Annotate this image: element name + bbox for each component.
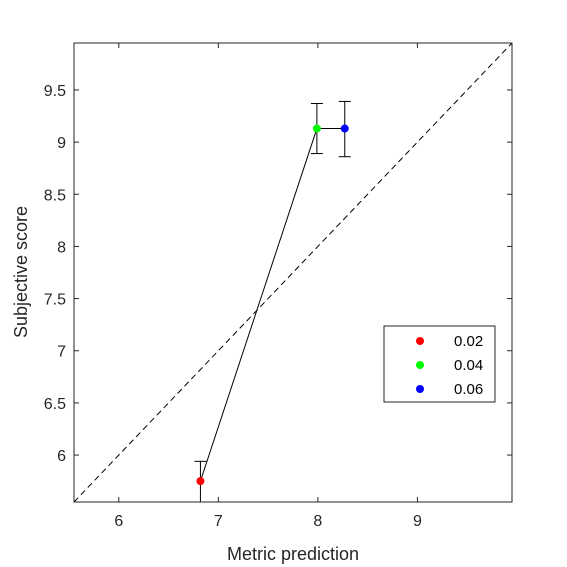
x-axis-ticks: 6 7 8 9 [114,43,422,530]
y-tick-label: 9.5 [44,83,66,100]
y-tick-label: 7 [57,344,66,361]
plot-area-frame [73,42,513,503]
data-point-layer [196,124,349,486]
data-point [196,477,205,486]
legend-marker [416,337,424,345]
x-tick-label: 7 [214,513,223,530]
y-axis-ticks: 6 6.5 7 7.5 8 8.5 9 9.5 [44,83,512,465]
legend-items: 0.02 0.04 0.06 [416,333,483,398]
y-tick-label: 7.5 [44,292,66,309]
x-tick-label: 8 [313,513,322,530]
x-tick-label: 6 [114,513,123,530]
y-tick-label: 6.5 [44,396,66,413]
x-axis-title: Metric prediction [227,544,359,564]
y-tick-label: 8 [57,239,66,256]
legend-marker [416,385,424,393]
y-axis-title: Subjective score [11,206,31,338]
y-tick-label: 8.5 [44,187,66,204]
reference-line-layer [73,42,513,503]
legend: 0.02 0.04 0.06 [383,325,496,403]
y-tick-label: 6 [57,448,66,465]
data-point [312,124,321,133]
y-tick-label: 9 [57,135,66,152]
identity-reference-line [73,42,513,503]
x-tick-label: 9 [413,513,422,530]
legend-marker [416,361,424,369]
data-point [340,124,349,133]
legend-label: 0.04 [454,357,483,374]
legend-label: 0.06 [454,381,483,398]
legend-box [383,325,496,403]
legend-label: 0.02 [454,333,483,350]
